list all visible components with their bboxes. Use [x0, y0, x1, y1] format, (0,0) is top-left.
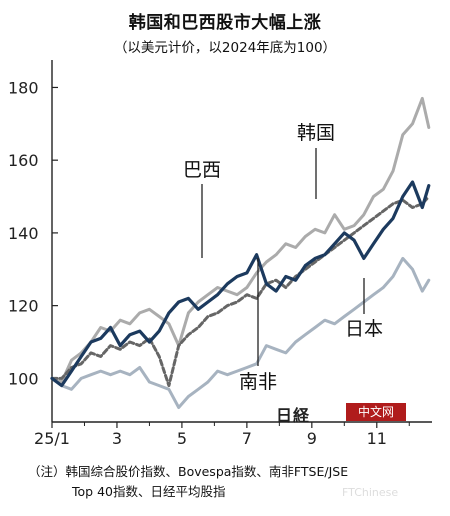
- footnote-line-1: （注）韩国综合股价指数、Bovespa指数、南非FTSE/JSE: [28, 464, 349, 479]
- footnote-line-2: Top 40指数、日经平均股指: [72, 484, 226, 499]
- x-tick-label: 11: [367, 429, 387, 448]
- series-line-日本: [50, 256, 431, 409]
- y-tick-label: 100: [8, 369, 39, 388]
- chart-axes: 100 120 140 160 180 25/1 3 5 7 9 11: [8, 60, 432, 448]
- series-line-南非: [50, 195, 431, 388]
- y-tick-label: 180: [8, 78, 39, 97]
- x-tick-label: 9: [307, 429, 317, 448]
- y-tick-label: 140: [8, 224, 39, 243]
- watermark-site: FTChinese: [342, 486, 399, 499]
- chart-title: 韩国和巴西股市大幅上涨: [128, 13, 322, 33]
- x-tick-label: 25/1: [34, 429, 70, 448]
- x-tick-label: 7: [242, 429, 252, 448]
- x-tick-label: 3: [112, 429, 122, 448]
- chart-subtitle: （以美元计价，以2024年底为100）: [113, 40, 337, 56]
- series-line-巴西: [50, 180, 431, 388]
- y-tick-label: 120: [8, 297, 39, 316]
- chart-lines: [50, 96, 431, 409]
- watermark-badge: 中文网: [346, 403, 406, 421]
- watermark-logo: 日経: [276, 406, 311, 425]
- series-line-韩国: [50, 96, 431, 384]
- series-label-巴西: 巴西: [183, 159, 221, 181]
- footnote: （注）韩国综合股价指数、Bovespa指数、南非FTSE/JSE Top 40指…: [28, 462, 348, 502]
- watermark: 日経 中文网: [276, 402, 408, 425]
- series-label-韩国: 韩国: [297, 122, 335, 144]
- series-label-南非: 南非: [239, 371, 277, 393]
- series-label-日本: 日本: [345, 318, 383, 340]
- y-tick-label: 160: [8, 151, 39, 170]
- x-tick-label: 5: [177, 429, 187, 448]
